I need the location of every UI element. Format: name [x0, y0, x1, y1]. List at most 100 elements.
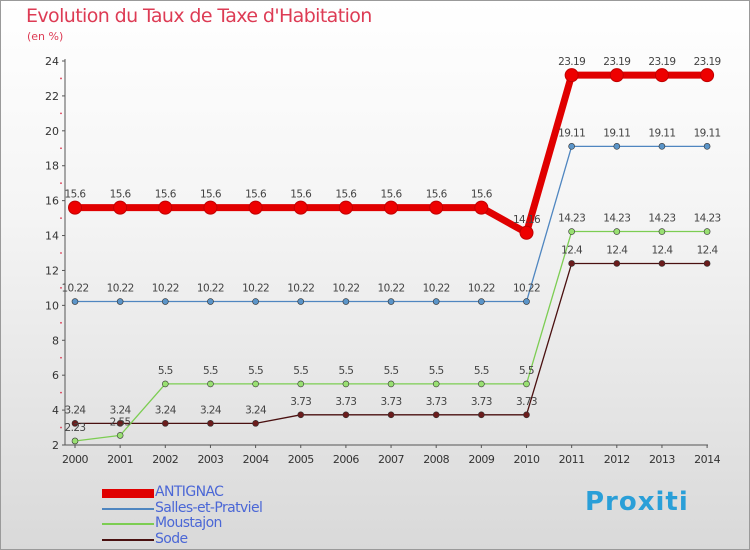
x-tick-label: 2001 [107, 453, 133, 466]
data-point-moustajon [703, 228, 711, 235]
data-point-antignac [609, 68, 624, 83]
data-label-antignac: 15.6 [471, 189, 493, 201]
data-label-sode: 12.4 [651, 244, 673, 256]
data-label-sode: 3.24 [65, 404, 87, 416]
data-label-salles-et-pratviel: 10.22 [152, 283, 179, 295]
proxiti-logo: Proxiti [585, 487, 689, 517]
data-point-sode [703, 260, 711, 267]
legend-swatch-sode [102, 538, 154, 541]
x-tick-label: 2009 [468, 453, 494, 466]
data-label-salles-et-pratviel: 19.11 [648, 127, 675, 139]
data-label-moustajon: 5.5 [338, 365, 353, 377]
data-point-sode [116, 420, 124, 427]
data-label-moustajon: 5.5 [248, 365, 263, 377]
data-label-salles-et-pratviel: 10.22 [107, 283, 134, 295]
data-point-salles-et-pratviel [252, 298, 259, 305]
data-label-moustajon: 2.23 [65, 422, 86, 434]
data-label-antignac: 15.6 [426, 189, 448, 201]
data-point-sode [252, 420, 259, 427]
x-tick-label: 2006 [333, 453, 359, 466]
data-label-salles-et-pratviel: 10.22 [513, 283, 540, 295]
x-tick-label: 2010 [514, 453, 540, 466]
data-label-sode: 3.73 [335, 396, 356, 408]
chart-title: Evolution du Taux de Taxe d'Habitation [26, 5, 372, 27]
data-label-antignac: 15.6 [200, 189, 222, 201]
y-minor-tick [60, 77, 62, 80]
data-point-sode [432, 411, 440, 419]
data-label-sode: 3.24 [200, 404, 222, 416]
y-minor-tick [60, 426, 62, 429]
data-point-moustajon [432, 380, 440, 388]
data-point-sode [342, 411, 350, 419]
y-tick-label: 8 [52, 334, 59, 347]
data-label-moustajon: 5.5 [158, 365, 173, 377]
x-tick-label: 2002 [152, 453, 178, 466]
data-point-salles-et-pratviel [387, 298, 395, 305]
legend-label-sode: Sode [155, 530, 188, 547]
data-point-sode [613, 260, 621, 267]
data-label-antignac: 23.19 [694, 56, 721, 68]
y-tick-label: 16 [45, 195, 59, 208]
y-tick-label: 2 [52, 439, 59, 452]
data-point-sode [71, 420, 79, 427]
y-tick-label: 24 [45, 55, 59, 68]
data-point-antignac [203, 200, 218, 215]
x-tick-label: 2008 [423, 453, 449, 466]
data-point-salles-et-pratviel [116, 298, 124, 305]
y-minor-tick [60, 356, 62, 359]
data-point-moustajon [297, 380, 305, 388]
data-label-moustajon: 5.5 [203, 365, 218, 377]
data-point-antignac [429, 200, 444, 215]
data-label-salles-et-pratviel: 19.11 [558, 127, 585, 139]
y-tick-label: 20 [45, 125, 59, 138]
data-label-antignac: 15.6 [65, 189, 87, 201]
x-tick-label: 2013 [649, 453, 675, 466]
data-point-salles-et-pratviel [297, 298, 305, 305]
data-label-moustajon: 2.55 [110, 416, 131, 428]
legend-swatch-antignac [102, 489, 154, 498]
data-point-antignac [700, 68, 715, 83]
data-point-antignac [248, 200, 263, 215]
data-point-moustajon [162, 380, 169, 388]
y-minor-tick [60, 182, 62, 185]
data-label-salles-et-pratviel: 19.11 [694, 127, 721, 139]
x-tick-label: 2004 [243, 453, 269, 466]
data-point-salles-et-pratviel [71, 298, 79, 305]
data-label-moustajon: 5.5 [293, 365, 308, 377]
data-label-sode: 12.4 [697, 244, 719, 256]
data-label-salles-et-pratviel: 10.22 [242, 283, 269, 295]
data-point-sode [568, 260, 575, 267]
data-point-salles-et-pratviel [342, 298, 350, 305]
y-minor-tick [60, 147, 62, 150]
data-point-salles-et-pratviel [432, 298, 440, 305]
data-label-sode: 3.73 [471, 396, 492, 408]
legend-label-salles-et-pratviel: Salles-et-Pratviel [155, 499, 263, 516]
y-minor-tick [60, 217, 62, 219]
data-point-moustajon [252, 380, 259, 388]
data-label-antignac: 15.6 [155, 189, 177, 201]
data-label-salles-et-pratviel: 10.22 [468, 283, 495, 295]
y-minor-tick [60, 391, 62, 394]
y-tick-label: 6 [52, 369, 59, 382]
y-tick-label: 18 [45, 160, 59, 173]
legend-swatch-salles-et-pratviel [102, 507, 154, 510]
data-point-salles-et-pratviel [613, 143, 621, 150]
data-label-salles-et-pratviel: 10.22 [423, 283, 450, 295]
data-point-moustajon [116, 432, 124, 439]
data-label-antignac: 23.19 [603, 56, 630, 68]
data-point-moustajon [71, 437, 79, 445]
data-label-moustajon: 5.5 [429, 365, 444, 377]
x-tick-label: 2000 [62, 453, 88, 466]
data-point-sode [387, 411, 395, 419]
data-point-salles-et-pratviel [703, 143, 711, 150]
data-label-sode: 3.73 [290, 396, 311, 408]
data-label-salles-et-pratviel: 10.22 [332, 283, 359, 295]
data-point-moustajon [207, 380, 214, 388]
y-tick-label: 14 [45, 230, 59, 243]
data-point-salles-et-pratviel [658, 143, 666, 150]
data-label-antignac: 15.6 [245, 189, 267, 201]
y-minor-tick [60, 287, 62, 289]
data-point-antignac [519, 225, 534, 240]
data-point-sode [162, 420, 169, 427]
